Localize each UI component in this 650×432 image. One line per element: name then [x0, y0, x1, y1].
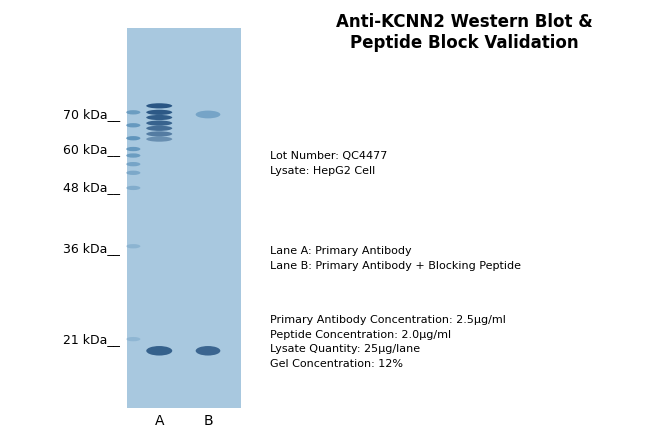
- Text: Lot Number: QC4477
Lysate: HepG2 Cell: Lot Number: QC4477 Lysate: HepG2 Cell: [270, 151, 387, 175]
- Text: 60 kDa__: 60 kDa__: [63, 143, 120, 156]
- Text: Anti-KCNN2 Western Blot &
Peptide Block Validation: Anti-KCNN2 Western Blot & Peptide Block …: [337, 13, 593, 52]
- Ellipse shape: [126, 147, 140, 151]
- Bar: [127, 28, 240, 408]
- Text: 21 kDa__: 21 kDa__: [64, 333, 120, 346]
- Ellipse shape: [146, 103, 172, 108]
- Ellipse shape: [146, 126, 172, 131]
- Ellipse shape: [126, 162, 140, 166]
- Ellipse shape: [126, 110, 140, 114]
- Ellipse shape: [146, 110, 172, 115]
- Ellipse shape: [126, 337, 140, 341]
- Ellipse shape: [126, 244, 140, 248]
- Text: 70 kDa__: 70 kDa__: [63, 108, 120, 121]
- Text: Primary Antibody Concentration: 2.5μg/ml
Peptide Concentration: 2.0μg/ml
Lysate : Primary Antibody Concentration: 2.5μg/ml…: [270, 315, 506, 368]
- Ellipse shape: [146, 115, 172, 120]
- Text: 48 kDa__: 48 kDa__: [63, 181, 120, 194]
- Ellipse shape: [146, 346, 172, 356]
- Ellipse shape: [126, 171, 140, 175]
- Ellipse shape: [126, 153, 140, 158]
- Ellipse shape: [126, 186, 140, 190]
- Ellipse shape: [126, 136, 140, 140]
- Text: Lane A: Primary Antibody
Lane B: Primary Antibody + Blocking Peptide: Lane A: Primary Antibody Lane B: Primary…: [270, 246, 521, 270]
- Text: A: A: [155, 414, 164, 428]
- Text: 36 kDa__: 36 kDa__: [64, 242, 120, 255]
- Ellipse shape: [196, 346, 220, 356]
- Ellipse shape: [146, 131, 172, 137]
- Ellipse shape: [196, 111, 220, 118]
- Ellipse shape: [146, 137, 172, 142]
- Text: B: B: [203, 414, 213, 428]
- Ellipse shape: [126, 123, 140, 127]
- Ellipse shape: [146, 121, 172, 126]
